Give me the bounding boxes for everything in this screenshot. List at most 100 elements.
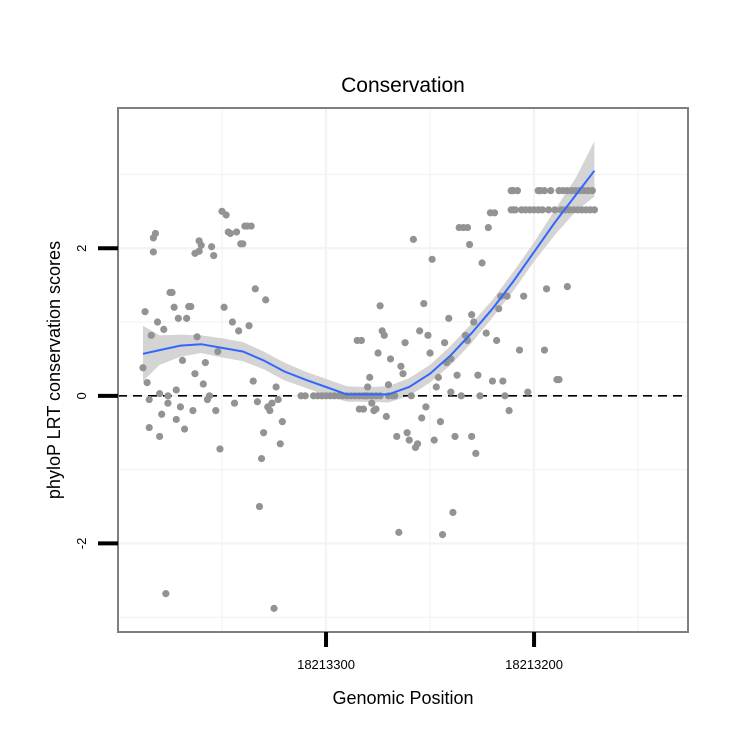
data-point (164, 392, 172, 400)
data-point (474, 371, 482, 379)
data-point (434, 373, 442, 381)
data-point (470, 318, 478, 326)
data-point (391, 392, 399, 400)
data-point (511, 206, 519, 214)
data-point (384, 381, 393, 389)
data-point (465, 240, 474, 249)
data-point (501, 392, 509, 400)
grid-lines (116, 108, 688, 632)
data-point (478, 259, 486, 267)
data-point (451, 432, 459, 441)
data-point (590, 206, 598, 214)
x-tick-label: 18213300 (297, 657, 355, 672)
y-axis-ticks: -2 0 2 (74, 245, 118, 550)
data-point (268, 399, 276, 407)
data-point (542, 285, 551, 293)
data-point (216, 445, 224, 453)
smooth-line-layer (142, 170, 596, 396)
data-point (484, 223, 492, 232)
data-point (513, 187, 522, 195)
data-point (393, 432, 401, 441)
data-point (260, 429, 268, 437)
data-point (232, 228, 241, 236)
chart-title: Conservation (341, 74, 465, 97)
data-point (482, 329, 490, 337)
y-tick-label: -2 (74, 538, 89, 550)
data-point (168, 288, 176, 297)
data-point (545, 206, 553, 214)
data-point (416, 327, 424, 335)
data-point (490, 209, 499, 217)
data-point (180, 425, 189, 433)
data-point (222, 211, 230, 219)
data-point (230, 399, 239, 407)
data-point (301, 392, 309, 400)
data-point (468, 432, 476, 441)
data-point (266, 406, 274, 415)
data-point (472, 449, 480, 457)
data-point (183, 314, 191, 322)
data-point (156, 432, 164, 441)
data-point (208, 243, 216, 251)
data-point (145, 395, 153, 404)
data-point (382, 412, 390, 421)
data-point (418, 414, 426, 422)
data-point (409, 235, 418, 243)
data-point (153, 318, 162, 326)
data-point (432, 383, 440, 391)
data-point (145, 423, 153, 432)
data-point (170, 303, 178, 311)
data-point (172, 415, 180, 424)
confidence-band-layer (142, 141, 595, 403)
data-point (359, 405, 368, 413)
data-point (189, 406, 197, 415)
data-point (413, 440, 422, 448)
data-point (278, 418, 286, 426)
data-point (368, 399, 376, 407)
data-point (403, 429, 411, 437)
data-point (364, 383, 372, 391)
data-point (405, 436, 413, 444)
data-point (247, 222, 255, 230)
panel-border (117, 107, 689, 633)
data-point (441, 339, 449, 347)
data-point (399, 370, 407, 378)
data-point (274, 395, 282, 404)
data-point (430, 436, 438, 444)
data-point (457, 392, 465, 400)
loess-smooth-line (142, 170, 596, 396)
data-point (199, 380, 207, 388)
data-point (147, 331, 155, 339)
data-point (149, 248, 157, 256)
data-point (407, 392, 415, 400)
data-point (205, 392, 214, 400)
data-point (551, 206, 559, 214)
data-point (520, 292, 528, 300)
data-point (195, 247, 203, 255)
data-point (436, 418, 445, 426)
data-point (270, 604, 278, 612)
data-point (445, 314, 453, 322)
data-point (376, 302, 384, 310)
data-point (447, 388, 455, 396)
data-point (141, 308, 149, 316)
y-tick-label: 2 (74, 245, 89, 252)
data-point (276, 440, 284, 448)
data-point (197, 241, 205, 249)
data-point (178, 356, 187, 365)
data-point (158, 410, 166, 418)
data-point (262, 296, 270, 304)
data-point (524, 388, 532, 396)
data-point (357, 336, 365, 345)
data-point (372, 405, 380, 413)
data-point (164, 399, 172, 407)
data-point (420, 299, 428, 308)
data-point (228, 318, 237, 326)
data-point (160, 325, 168, 334)
data-point (162, 590, 170, 598)
data-point (563, 283, 571, 291)
data-point (453, 371, 461, 379)
x-axis-ticks: 18213300 18213200 (297, 632, 563, 672)
data-point (172, 386, 180, 394)
